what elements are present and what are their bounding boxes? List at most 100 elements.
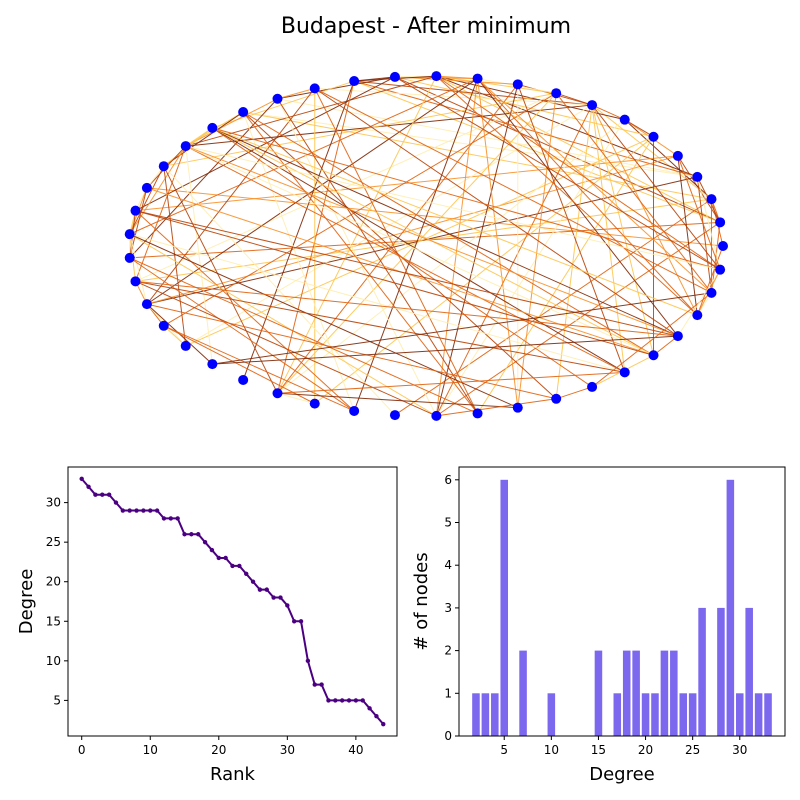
data-point <box>298 619 304 624</box>
histogram-bar <box>632 650 640 736</box>
network-edge <box>677 155 721 270</box>
network-edge <box>477 78 519 408</box>
network-edge <box>163 165 396 416</box>
data-point <box>360 698 365 703</box>
network-edge <box>394 76 518 85</box>
histogram-bar <box>491 693 499 736</box>
network-edge <box>477 78 712 294</box>
network-edge <box>135 76 396 212</box>
data-point <box>154 508 160 513</box>
network-edge <box>394 76 721 223</box>
network-edge <box>129 257 478 414</box>
network-edge <box>555 92 712 294</box>
y-tick-label: 4 <box>444 558 452 572</box>
data-point <box>285 603 290 608</box>
network-node <box>431 71 442 82</box>
network-edge <box>163 325 355 412</box>
network-edge <box>436 75 557 94</box>
network-edge <box>243 111 712 200</box>
network-edge <box>129 233 437 417</box>
network-edge <box>146 303 557 400</box>
network-edge <box>314 87 593 106</box>
network-node <box>706 194 717 205</box>
data-point <box>209 547 215 553</box>
network-edge <box>129 233 518 409</box>
network-node <box>238 374 249 385</box>
data-point <box>353 698 359 703</box>
histogram-bar <box>736 693 744 736</box>
network-node <box>672 331 683 342</box>
network-node <box>619 367 630 378</box>
network-node <box>512 402 523 413</box>
network-node <box>431 410 442 421</box>
network-node <box>672 150 683 161</box>
x-axis-label: Rank <box>210 764 256 785</box>
data-point <box>374 714 379 719</box>
network-node <box>692 171 703 182</box>
network-edge <box>277 87 315 100</box>
histogram-bar <box>547 693 556 736</box>
y-tick-label: 30 <box>46 496 61 510</box>
y-axis-label: # of nodes <box>411 552 432 650</box>
degree-histogram: 5 10 15 20 25 30 0 1 2 3 4 5 6 Degree # of nodes <box>411 466 786 785</box>
network-nodes <box>124 71 728 421</box>
network-edge <box>354 80 698 178</box>
network-edge <box>212 127 698 316</box>
network-edge <box>436 221 721 417</box>
network-edge <box>163 92 557 167</box>
data-point <box>86 484 91 489</box>
histogram-bar <box>745 607 753 736</box>
data-point <box>134 508 139 513</box>
data-point <box>250 579 256 584</box>
y-tick-label: 1 <box>444 686 452 700</box>
network-node <box>692 310 703 321</box>
network-edge <box>314 87 679 337</box>
y-tick-label: 3 <box>444 601 452 615</box>
network-edge <box>185 145 654 356</box>
network-node <box>472 73 483 84</box>
network-node <box>512 79 523 90</box>
network-node <box>718 241 728 251</box>
data-point <box>106 492 112 497</box>
network-node <box>180 340 191 351</box>
network-edge <box>277 392 315 405</box>
data-point <box>326 698 331 703</box>
histogram-bar <box>754 693 763 736</box>
network-node <box>130 276 141 287</box>
network-edge <box>185 145 721 271</box>
y-tick-label: 2 <box>444 644 452 658</box>
y-tick-label: 25 <box>46 535 61 549</box>
histogram-bar <box>764 693 772 736</box>
network-edge <box>696 176 721 270</box>
histogram-bar <box>472 693 480 736</box>
network-edge <box>135 280 678 337</box>
data-point <box>237 563 242 569</box>
y-tick-label: 6 <box>444 473 452 487</box>
histogram-bar <box>651 693 659 736</box>
data-point <box>120 508 126 513</box>
network-edge <box>677 155 698 316</box>
network-edge <box>435 104 593 417</box>
network-node <box>124 252 135 263</box>
network-edge <box>591 104 655 356</box>
histogram-bar <box>688 693 697 736</box>
data-point <box>230 563 235 569</box>
network-node <box>158 320 169 331</box>
network-node <box>207 359 218 370</box>
network-edge <box>477 136 654 414</box>
x-tick-label: 10 <box>544 743 559 757</box>
network-edge <box>129 234 148 305</box>
network-edge <box>185 145 625 373</box>
network-edge <box>394 76 721 271</box>
network-edge <box>436 75 698 316</box>
network-edge <box>517 93 557 408</box>
network-edge <box>212 292 712 365</box>
data-point <box>257 587 263 592</box>
axes-frame <box>458 466 786 737</box>
histogram-bar <box>500 479 508 736</box>
network-node <box>124 229 135 240</box>
network-edge <box>185 145 679 337</box>
network-node <box>551 88 562 99</box>
data-point <box>244 571 249 577</box>
